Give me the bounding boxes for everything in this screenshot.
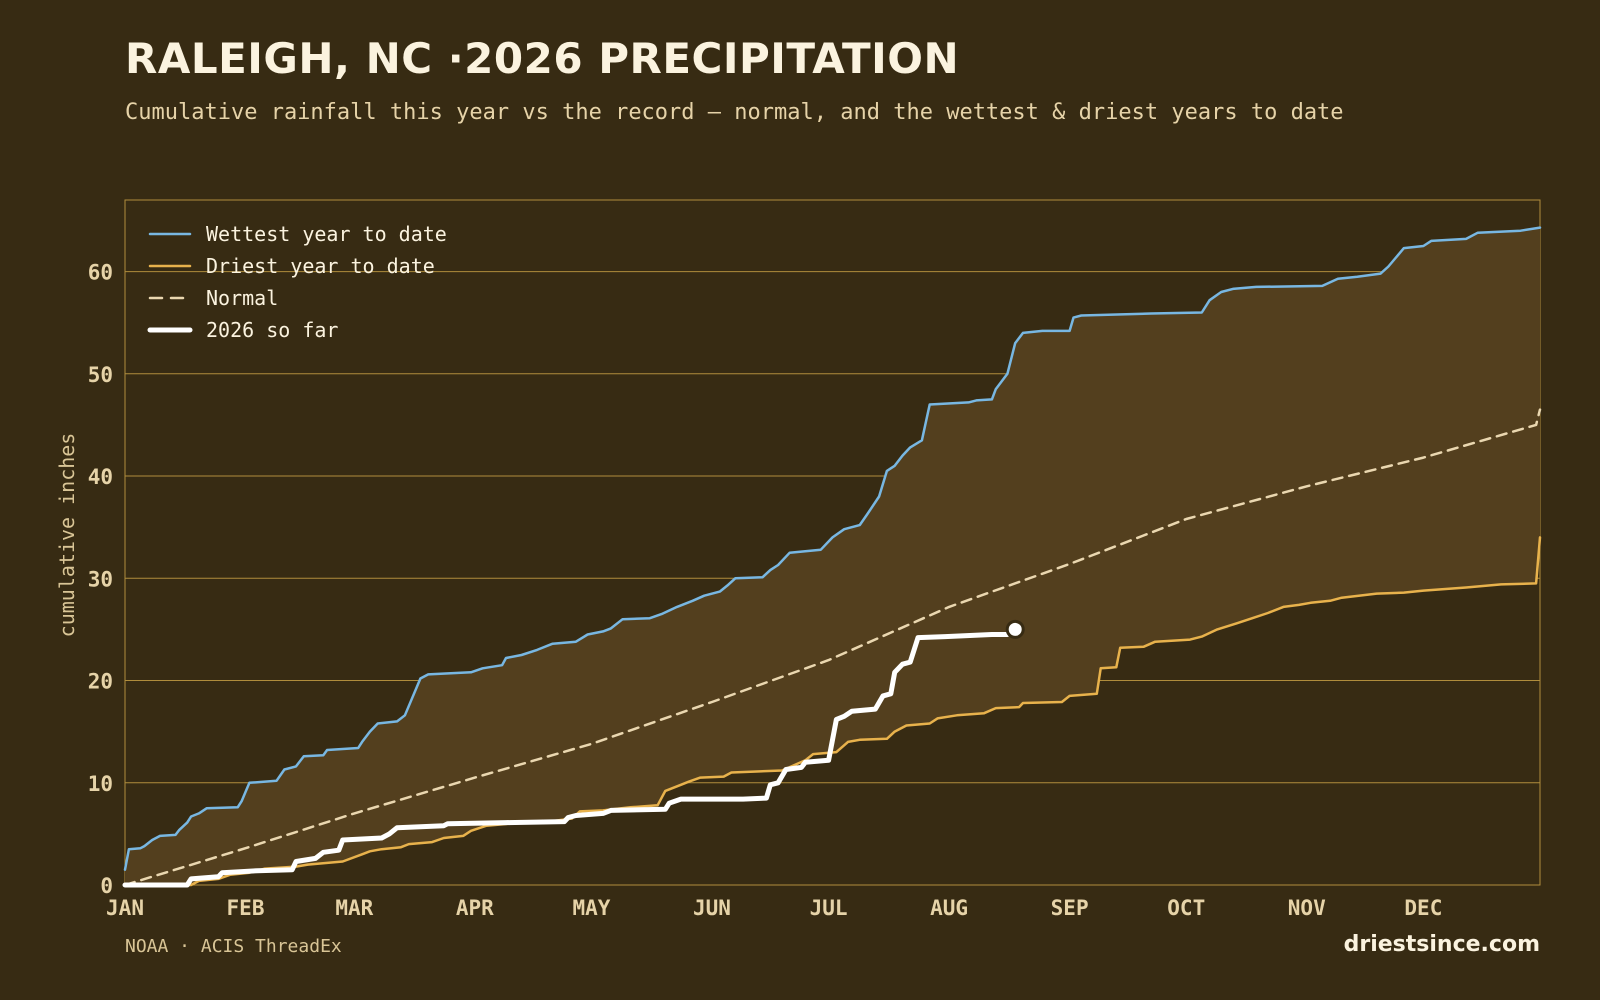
y-tick-label: 60: [88, 261, 113, 285]
y-axis-label: cumulative inches: [55, 433, 79, 638]
source-credit: NOAA · ACIS ThreadEx: [125, 936, 342, 957]
x-tick-label: FEB: [227, 896, 265, 920]
y-tick-label: 50: [88, 363, 113, 387]
legend-label: Wettest year to date: [206, 222, 447, 246]
x-tick-label: JAN: [106, 896, 144, 920]
series-line-2026-so-far: [122, 632, 1010, 888]
x-tick-label: DEC: [1404, 896, 1442, 920]
x-tick-label: JUN: [693, 896, 731, 920]
page-subtitle: Cumulative rainfall this year vs the rec…: [125, 100, 1344, 125]
y-tick-label: 20: [88, 670, 113, 694]
x-tick-label: JUL: [810, 896, 848, 920]
legend-label: Driest year to date: [206, 254, 435, 278]
x-tick-label: OCT: [1167, 896, 1205, 920]
series-line-wettest-year-to-date: [123, 226, 1542, 871]
x-tick-label: MAR: [335, 896, 373, 920]
series-line-normal: [123, 408, 1542, 887]
x-tick-label: NOV: [1288, 896, 1326, 920]
y-tick-label: 30: [88, 567, 113, 591]
axis-layer: 0 10 20 30 40 50 60 JAN FEB MAR APR MAY JUN JUL AUG SEP…: [88, 261, 1443, 920]
page-title: RALEIGH, NC ·2026 PRECIPITATION: [125, 34, 960, 83]
series-layer: [122, 226, 1542, 888]
y-tick-label: 40: [88, 465, 113, 489]
legend: Wettest year to date Driest year to date N…: [147, 222, 447, 342]
x-tick-label: AUG: [930, 896, 968, 920]
band-layer: [125, 227, 1540, 886]
wet-dry-band: [125, 227, 1540, 886]
legend-label: 2026 so far: [206, 318, 338, 342]
y-tick-label: 0: [100, 874, 113, 898]
site-link[interactable]: driestsince.com: [1343, 932, 1540, 957]
current-point-marker: [1005, 619, 1025, 639]
series-line-driest-year-to-date: [123, 536, 1542, 887]
x-tick-label: SEP: [1051, 896, 1089, 920]
y-tick-label: 10: [88, 772, 113, 796]
legend-label: Normal: [206, 286, 278, 310]
x-tick-label: MAY: [573, 896, 611, 920]
x-tick-label: APR: [456, 896, 494, 920]
